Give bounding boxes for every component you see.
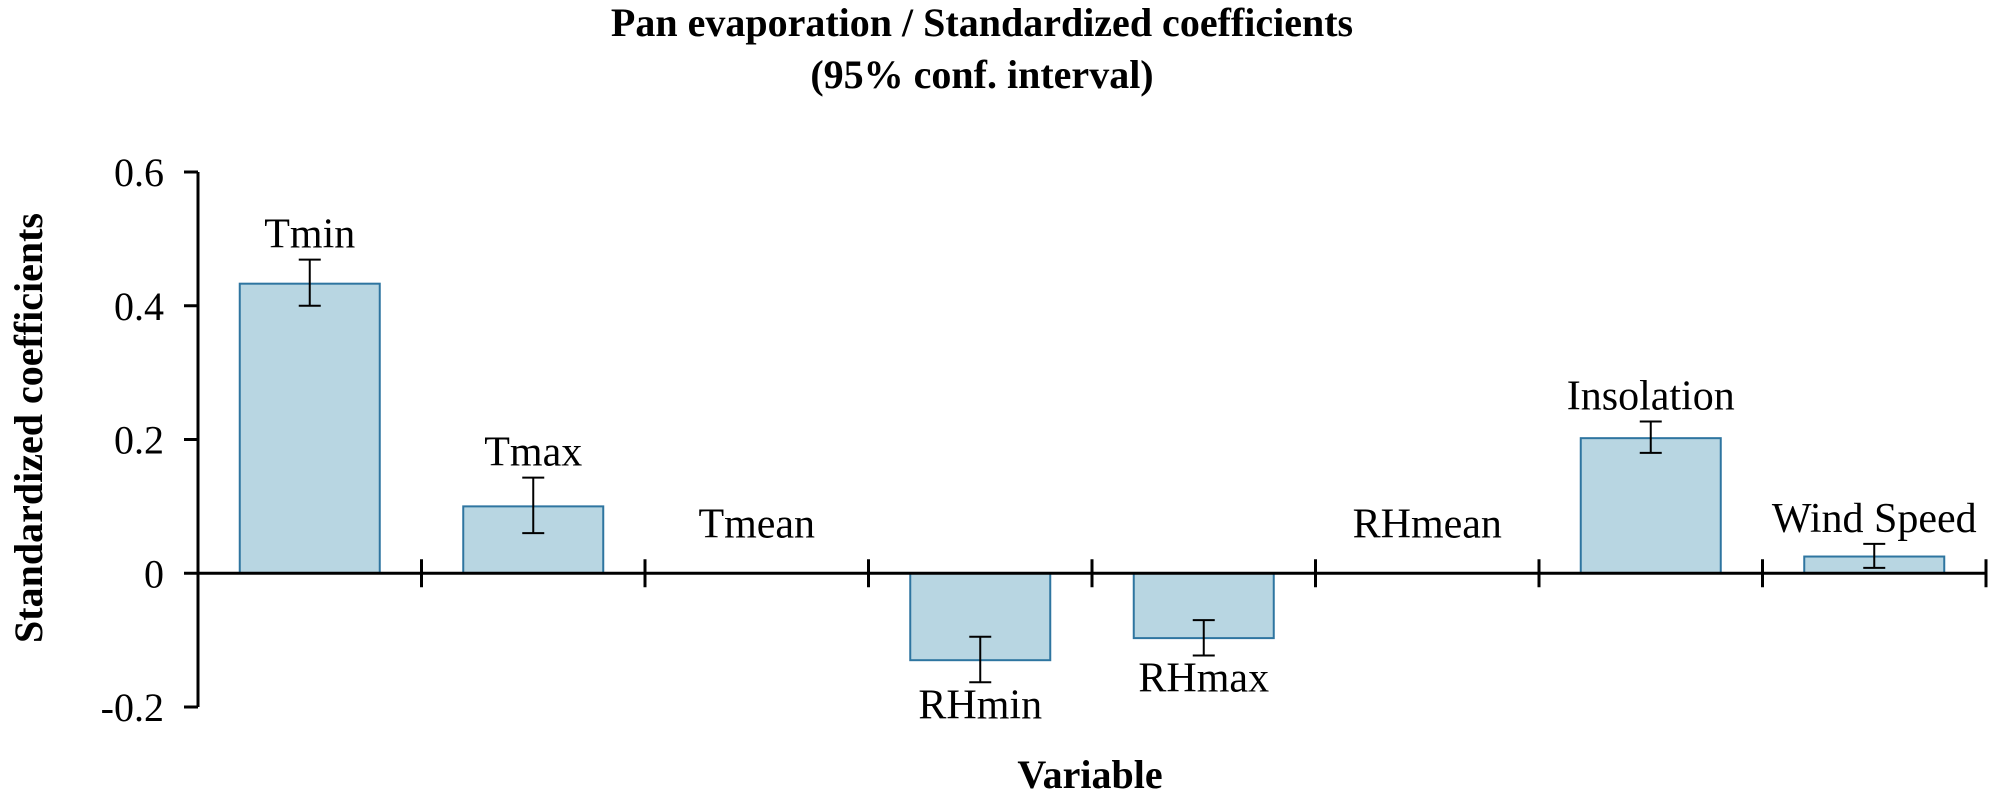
bar xyxy=(238,282,381,575)
bar-label: Insolation xyxy=(1567,373,1735,419)
bar-label: Tmean xyxy=(698,501,815,547)
bar-label: RHmax xyxy=(1138,656,1269,702)
bar-label: RHmean xyxy=(1353,501,1502,547)
bar-label: Wind Speed xyxy=(1772,496,1977,542)
y-tick-label: -0.2 xyxy=(101,685,164,730)
bar-label: Tmax xyxy=(484,430,582,476)
y-axis-title: Standardized coefficients xyxy=(6,213,51,643)
plot-area: 0.6 0.4 0.2 0 -0.2 Tmin Tmax Tmean RHmin RHmax RHm… xyxy=(101,150,1988,730)
bar-label: RHmin xyxy=(918,682,1042,728)
chart-title-line-1: Pan evaporation / Standardized coefficie… xyxy=(611,0,1353,45)
bar-label: Tmin xyxy=(264,212,355,258)
x-axis-title: Variable xyxy=(1017,752,1162,796)
y-tick-label: 0.6 xyxy=(114,150,164,195)
y-tick-label: 0.2 xyxy=(114,418,164,463)
chart-title-line-2: (95% conf. interval) xyxy=(810,52,1153,97)
bar xyxy=(1579,437,1722,575)
y-tick-label: 0.4 xyxy=(114,284,164,329)
y-tick-label: 0 xyxy=(144,551,164,596)
